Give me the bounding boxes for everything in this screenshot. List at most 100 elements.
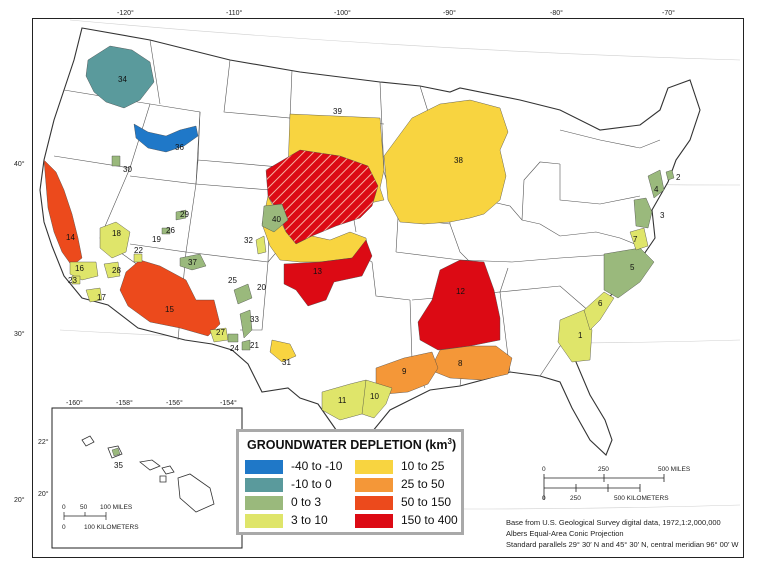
label-22: 22 (134, 246, 143, 255)
label-14: 14 (66, 233, 75, 242)
aquifer-11 (321, 379, 367, 421)
label-3: 3 (660, 211, 665, 220)
legend-label: 0 to 3 (291, 495, 322, 509)
credit-line-2: Albers Equal-Area Conic Projection (506, 529, 624, 538)
scale-miles-0: 0 (542, 466, 546, 473)
aquifer-15 (119, 259, 221, 337)
aquifer-polygons (43, 45, 675, 421)
label-31: 31 (282, 358, 291, 367)
aquifer-4 (647, 169, 665, 199)
aquifer-22 (133, 253, 143, 263)
aquifer-25 (233, 283, 253, 305)
aquifer-34 (85, 45, 155, 109)
aquifer-18 (99, 221, 131, 259)
label-4: 4 (654, 185, 659, 194)
legend-swatch (245, 478, 283, 492)
label-8: 8 (458, 359, 463, 368)
label-23: 23 (68, 276, 77, 285)
lon-tick: -70° (662, 9, 675, 17)
label-35: 35 (114, 461, 123, 470)
label-21: 21 (250, 341, 259, 350)
map-credit: Base from U.S. Geological Survey digital… (506, 517, 739, 550)
label-19: 19 (152, 235, 161, 244)
aquifer-33 (239, 309, 253, 339)
label-7: 7 (633, 235, 638, 244)
label-11: 11 (338, 396, 347, 405)
svg-text:20°: 20° (38, 490, 49, 498)
label-9: 9 (402, 367, 407, 376)
legend-swatch (355, 496, 393, 510)
svg-text:-156°: -156° (166, 399, 183, 407)
aquifer-40 (261, 203, 289, 233)
svg-text:100 KILOMETERS: 100 KILOMETERS (84, 524, 139, 531)
legend: GROUNDWATER DEPLETION (km3) -40 to -10 -… (236, 429, 464, 535)
svg-text:0: 0 (62, 524, 66, 531)
label-12: 12 (456, 287, 465, 296)
legend-swatch (245, 514, 283, 528)
aquifer-32 (255, 235, 267, 255)
aquifer-2 (665, 169, 675, 181)
label-40: 40 (272, 215, 281, 224)
label-24: 24 (230, 344, 239, 353)
legend-label: 50 to 150 (401, 495, 452, 509)
aquifer-37 (179, 253, 207, 271)
legend-swatch (355, 460, 393, 474)
lat-tick: 30° (14, 330, 25, 338)
label-6: 6 (598, 299, 603, 308)
aquifer-24 (227, 333, 239, 343)
label-30: 30 (123, 165, 132, 174)
legend-swatch (245, 460, 283, 474)
svg-text:100 MILES: 100 MILES (100, 504, 133, 511)
label-17: 17 (97, 293, 106, 302)
inset-scale (63, 512, 107, 520)
lat-tick: 40° (14, 160, 25, 168)
aquifer-35 (111, 447, 121, 457)
label-27: 27 (216, 328, 225, 337)
label-15: 15 (165, 305, 174, 314)
label-18: 18 (112, 229, 121, 238)
label-2: 2 (676, 173, 681, 182)
aquifer-13 (283, 239, 373, 307)
lon-tick: -110° (226, 9, 242, 17)
legend-swatch (245, 496, 283, 510)
label-29: 29 (180, 210, 189, 219)
aquifer-labels: 34 36 39 38 30 29 40 18 26 14 19 32 22 3… (66, 75, 681, 405)
label-34: 34 (118, 75, 127, 84)
label-38: 38 (454, 156, 463, 165)
legend-label: 10 to 25 (401, 459, 445, 473)
scale-km-250: 250 (570, 495, 581, 502)
aquifer-29 (175, 209, 187, 221)
aquifer-26 (161, 227, 171, 235)
latitude-ticks: 40° 30° 20° (14, 160, 25, 504)
label-25: 25 (228, 276, 237, 285)
lon-tick: -100° (334, 9, 351, 17)
aquifer-17 (85, 287, 103, 303)
aquifer-16 (69, 261, 99, 281)
aquifer-12 (417, 259, 501, 351)
lon-tick: -90° (443, 9, 456, 17)
credit-line-3: Standard parallels 29° 30′ N and 45° 30′… (506, 540, 739, 549)
map-frame (32, 18, 744, 558)
label-16: 16 (75, 264, 84, 273)
label-13: 13 (313, 267, 322, 276)
legend-label: -10 to 0 (291, 477, 332, 491)
label-5: 5 (630, 263, 635, 272)
lon-tick: -80° (550, 9, 563, 17)
label-26: 26 (166, 226, 175, 235)
lon-tick: -120° (117, 9, 134, 17)
legend-swatch (355, 514, 393, 528)
label-10: 10 (370, 392, 379, 401)
hawaii-inset: -160° -158° -156° -154° 22° 20° 35 0 50 … (38, 399, 243, 549)
aquifer-7 (629, 227, 649, 251)
svg-text:22°: 22° (38, 438, 49, 446)
label-32: 32 (244, 236, 253, 245)
svg-text:0: 0 (62, 504, 66, 511)
scale-miles-250: 250 (598, 466, 609, 473)
scale-bar (543, 474, 665, 500)
label-20: 20 (257, 283, 266, 292)
aquifer-31 (269, 339, 297, 363)
legend-title: GROUNDWATER DEPLETION (km3) (247, 437, 457, 453)
legend-swatch (355, 478, 393, 492)
aquifer-6 (583, 291, 615, 331)
